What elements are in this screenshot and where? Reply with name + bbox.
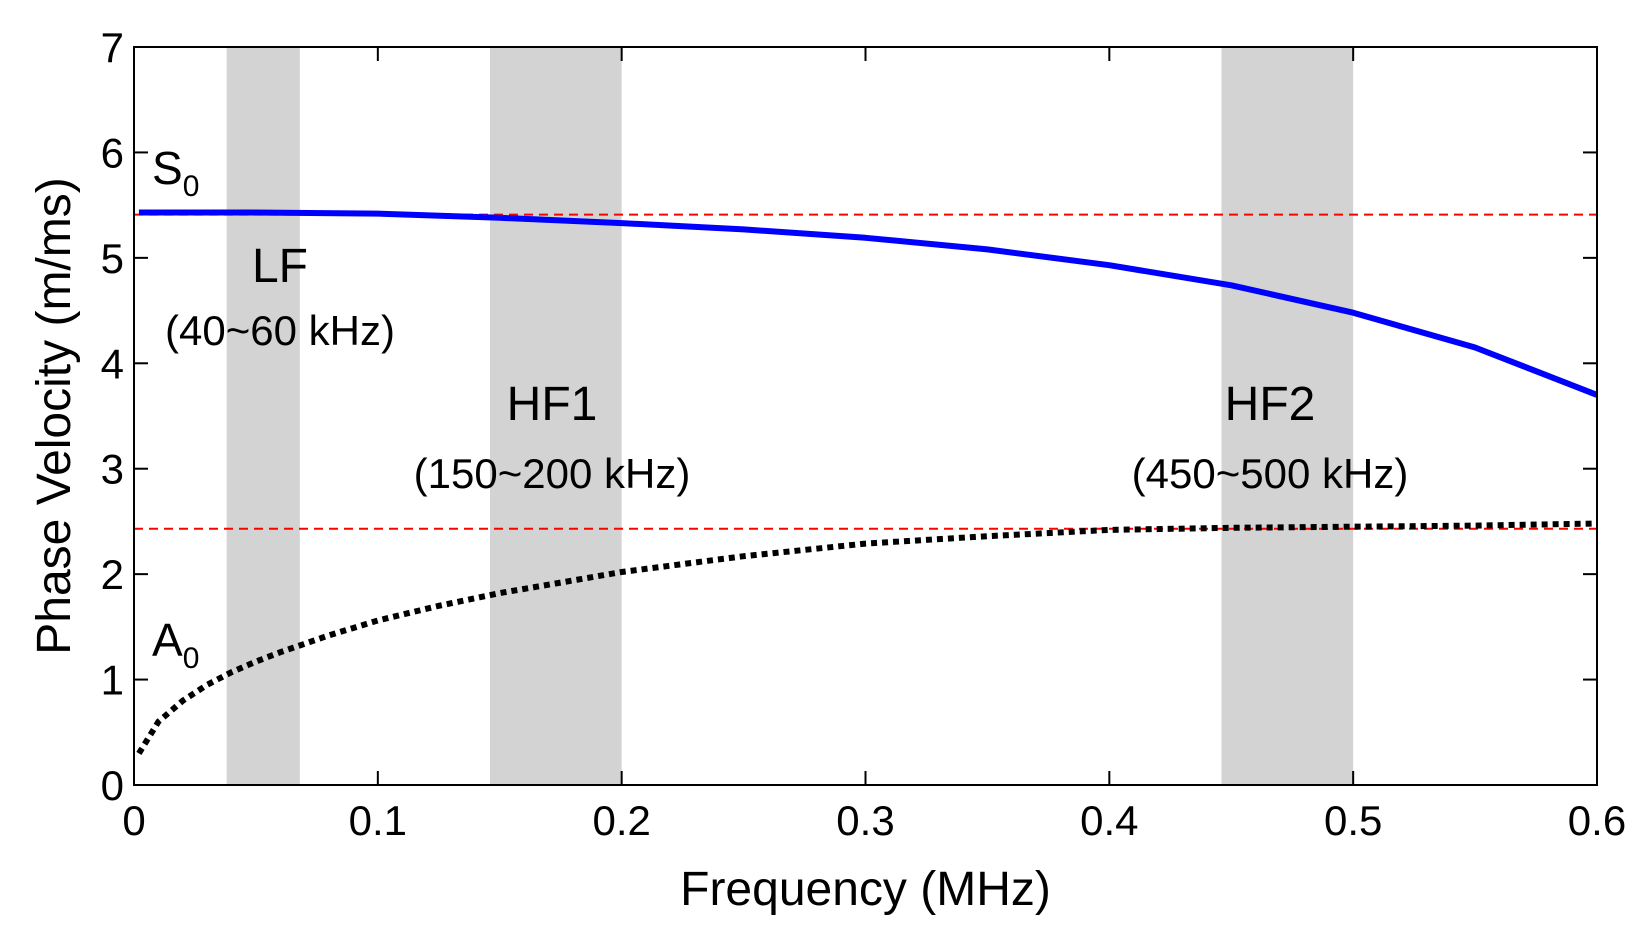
y-tick-label: 2 [101, 551, 124, 598]
x-tick-label: 0.3 [836, 797, 894, 844]
series-label-main: S [152, 142, 183, 194]
plot-frame [133, 46, 1598, 786]
series-label-a0: A0 [152, 614, 199, 675]
band-range-hf1: (150~200 kHz) [414, 450, 691, 497]
frequency-bands [226, 47, 1354, 785]
y-tick-label: 0 [101, 762, 124, 809]
band-label-hf1: HF1 [507, 378, 598, 431]
series-label-subscript: 0 [183, 170, 200, 203]
x-tick-label: 0.4 [1080, 797, 1138, 844]
y-tick-label: 5 [101, 235, 124, 282]
series-label-main: A [152, 614, 183, 666]
dispersion-curves [136, 209, 1599, 755]
x-tick-label: 0.6 [1568, 797, 1626, 844]
band-hf2 [1221, 47, 1354, 785]
y-tick-label: 6 [101, 129, 124, 176]
band-hf1 [489, 47, 622, 785]
y-tick-label: 4 [101, 340, 124, 387]
x-tick-label: 0 [122, 797, 145, 844]
band-range-hf2: (450~500 kHz) [1132, 450, 1409, 497]
x-axis-title: Frequency (MHz) [680, 863, 1051, 916]
series-a0-line [136, 520, 1598, 755]
series-label-subscript: 0 [183, 642, 200, 675]
y-tick-label: 3 [101, 446, 124, 493]
y-tick-label: 7 [101, 24, 124, 71]
x-tick-label: 0.1 [349, 797, 407, 844]
y-axis-title: Phase Velocity (m/ms) [28, 177, 81, 654]
y-tick-label: 1 [101, 657, 124, 704]
series-label-s0: S0 [152, 142, 199, 203]
band-range-lf: (40~60 kHz) [165, 307, 395, 354]
annotations: LF (40~60 kHz) HF1 (150~200 kHz) HF2 (450~500… [152, 142, 1408, 675]
x-tick-label: 0.2 [592, 797, 650, 844]
band-label-lf: LF [252, 240, 308, 293]
band-label-hf2: HF2 [1225, 378, 1316, 431]
axis-ticks: 0 0.1 0.2 0.3 0.4 0.5 0.6 0 1 2 3 4 5 6 7 [101, 24, 1627, 844]
series-s0-line [138, 209, 1599, 398]
band-lf [226, 47, 300, 785]
x-tick-label: 0.5 [1324, 797, 1382, 844]
